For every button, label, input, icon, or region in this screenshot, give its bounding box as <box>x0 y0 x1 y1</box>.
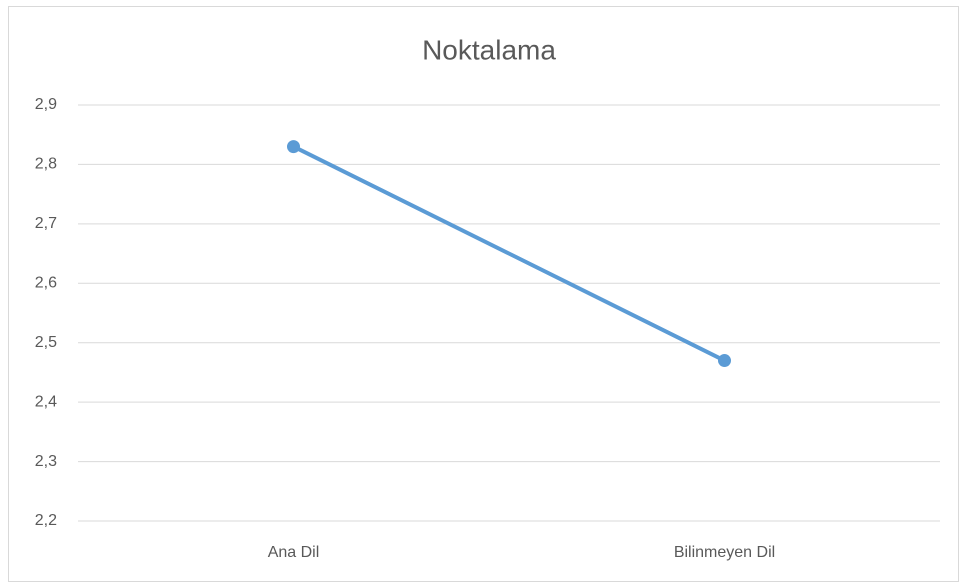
y-tick-label: 2,2 <box>35 512 57 529</box>
y-tick-label: 2,6 <box>35 275 57 292</box>
x-tick-label: Ana Dil <box>268 544 320 561</box>
point <box>718 354 731 368</box>
x-tick-label: Bilinmeyen Dil <box>674 544 775 561</box>
y-tick-label: 2,5 <box>35 334 57 351</box>
y-tick-label: 2,3 <box>35 453 57 470</box>
y-tick-label: 2,7 <box>35 215 57 232</box>
chart-border <box>8 6 959 582</box>
y-tick-label: 2,8 <box>35 156 57 173</box>
line <box>291 144 727 363</box>
point <box>287 140 300 154</box>
y-tick-label: 2,4 <box>35 393 57 410</box>
chart-title: Noktalama <box>422 34 556 65</box>
y-tick-label: 2,9 <box>35 96 57 113</box>
